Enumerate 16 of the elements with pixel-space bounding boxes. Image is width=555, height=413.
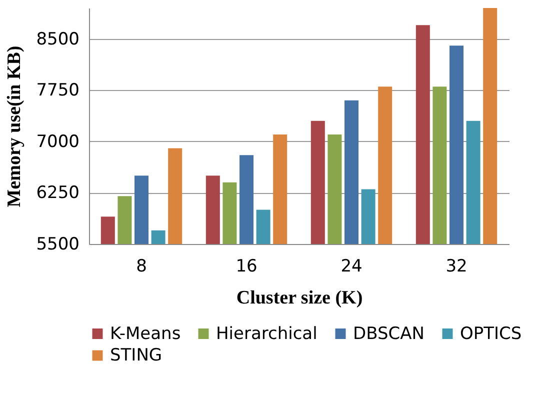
y-tick-label: 7750 xyxy=(36,80,80,101)
y-axis-title: Memory use(in KB) xyxy=(4,46,26,208)
y-tick-label: 8500 xyxy=(36,29,80,50)
x-tick-label: 32 xyxy=(446,256,468,276)
legend-label: DBSCAN xyxy=(353,324,424,344)
y-tick-label: 6250 xyxy=(36,183,80,204)
x-tick-label: 16 xyxy=(236,256,258,276)
y-tick-label: 5500 xyxy=(36,234,80,254)
x-tick-label: 8 xyxy=(136,256,147,276)
x-tick-label: 24 xyxy=(340,256,362,276)
legend-label: STING xyxy=(110,346,162,366)
legend-label: K-Means xyxy=(110,324,181,344)
y-tick-label: 7000 xyxy=(36,132,80,152)
legend-label: OPTICS xyxy=(460,324,522,344)
legend-label: Hierarchical xyxy=(216,324,318,344)
x-axis-title: Cluster size (K) xyxy=(236,288,363,308)
